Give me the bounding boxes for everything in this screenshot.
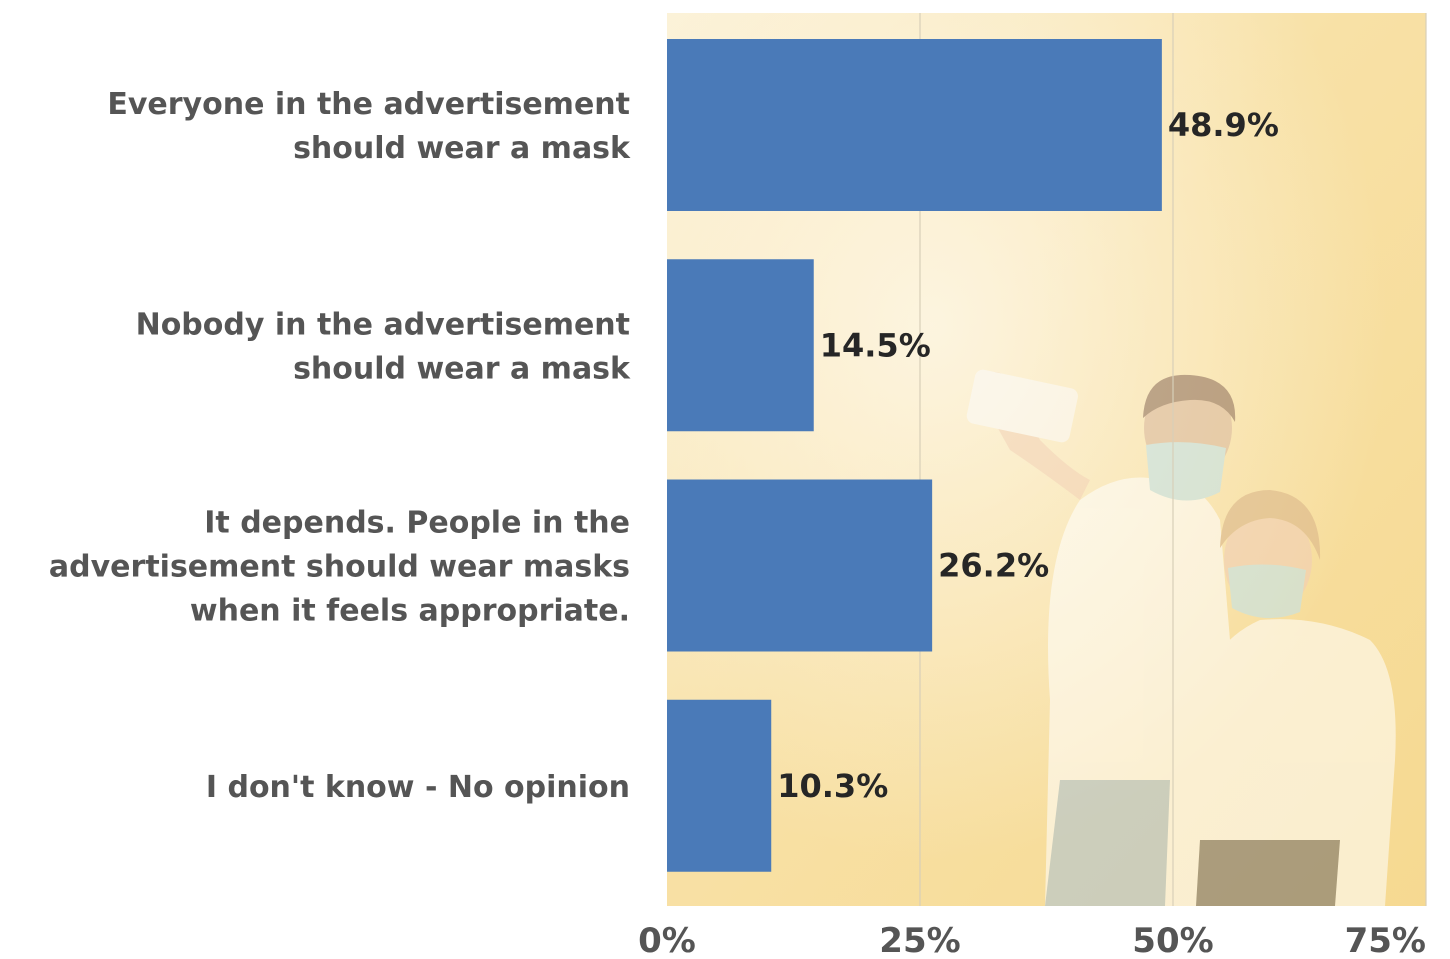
data-label-3: 10.3% (777, 767, 888, 805)
data-labels: 48.9% 14.5% 26.2% 10.3% (777, 106, 1279, 805)
x-tick-label-50: 50% (1132, 921, 1213, 959)
bar-1 (667, 259, 814, 432)
category-label-0-line-1: should wear a mask (293, 131, 631, 166)
category-label-1-line-0: Nobody in the advertisement (136, 307, 630, 342)
category-label-0-line-0: Everyone in the advertisement (107, 87, 630, 122)
bars (667, 39, 1162, 872)
data-label-1: 14.5% (820, 326, 931, 364)
data-label-0: 48.9% (1168, 106, 1279, 144)
category-label-3-line-0: I don't know - No opinion (206, 770, 630, 805)
category-labels: Everyone in the advertisement should wear… (49, 87, 631, 805)
bar-3 (667, 699, 772, 872)
bar-2 (667, 479, 933, 652)
category-label-2-line-1: advertisement should wear masks (49, 550, 630, 585)
x-axis-tick-labels: 0% 25% 50% 75% (638, 921, 1426, 959)
bar-0 (667, 39, 1162, 211)
data-label-2: 26.2% (938, 547, 1049, 585)
category-label-2-line-0: It depends. People in the (204, 506, 630, 541)
x-tick-label-0: 0% (638, 921, 696, 959)
x-tick-label-25: 25% (879, 921, 960, 959)
category-label-1-line-1: should wear a mask (293, 351, 631, 386)
x-tick-label-75: 75% (1345, 921, 1426, 959)
category-label-2-line-2: when it feels appropriate. (190, 594, 630, 629)
